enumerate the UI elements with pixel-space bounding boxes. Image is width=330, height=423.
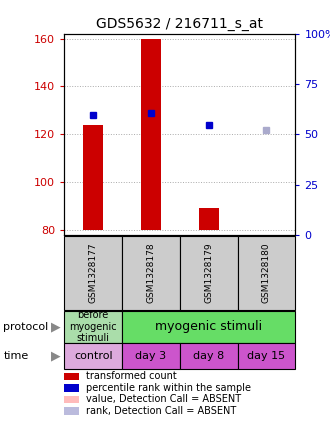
Bar	[180, 343, 238, 369]
Bar	[64, 311, 122, 343]
Title: GDS5632 / 216711_s_at: GDS5632 / 216711_s_at	[96, 17, 263, 31]
Text: GSM1328178: GSM1328178	[147, 242, 155, 303]
Text: day 15: day 15	[248, 351, 285, 361]
Bar	[141, 38, 161, 230]
Bar	[83, 125, 103, 230]
Text: percentile rank within the sample: percentile rank within the sample	[86, 383, 251, 393]
Text: GSM1328180: GSM1328180	[262, 242, 271, 303]
Text: ▶: ▶	[51, 320, 61, 333]
Bar	[238, 343, 295, 369]
Bar	[180, 236, 238, 310]
Text: control: control	[74, 351, 113, 361]
Text: day 3: day 3	[135, 351, 167, 361]
Bar	[122, 311, 295, 343]
Text: GSM1328177: GSM1328177	[89, 242, 98, 303]
Bar	[64, 236, 122, 310]
Text: rank, Detection Call = ABSENT: rank, Detection Call = ABSENT	[86, 406, 236, 416]
Bar	[238, 236, 295, 310]
Text: transformed count: transformed count	[86, 371, 177, 382]
Bar	[122, 236, 180, 310]
Text: protocol: protocol	[3, 322, 49, 332]
Text: time: time	[3, 351, 29, 361]
Bar	[199, 209, 219, 230]
Bar	[122, 343, 180, 369]
Bar	[64, 343, 122, 369]
Text: day 8: day 8	[193, 351, 224, 361]
Text: GSM1328179: GSM1328179	[204, 242, 213, 303]
Text: value, Detection Call = ABSENT: value, Detection Call = ABSENT	[86, 394, 241, 404]
Text: myogenic stimuli: myogenic stimuli	[155, 320, 262, 333]
Text: before
myogenic
stimuli: before myogenic stimuli	[69, 310, 117, 343]
Text: ▶: ▶	[51, 350, 61, 363]
